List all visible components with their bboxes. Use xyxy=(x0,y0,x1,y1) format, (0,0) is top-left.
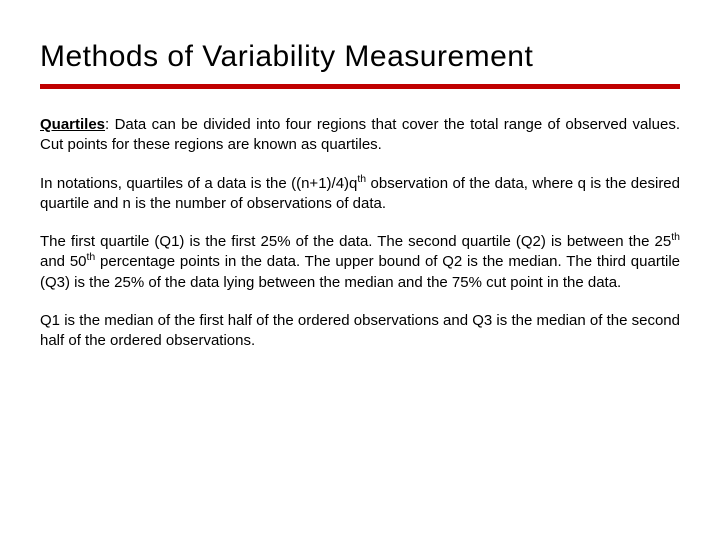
slide-title: Methods of Variability Measurement xyxy=(40,40,680,74)
superscript-th: th xyxy=(671,231,680,243)
accent-bar xyxy=(40,84,680,89)
text-span: The first quartile (Q1) is the first 25%… xyxy=(40,233,671,250)
text-span: percentage points in the data. The upper… xyxy=(40,253,680,290)
superscript-th: th xyxy=(87,251,96,263)
text-span: In notations, quartiles of a data is the… xyxy=(40,175,357,192)
text-span: and 50 xyxy=(40,253,87,270)
slide-body: Quartiles: Data can be divided into four… xyxy=(40,115,680,351)
term-quartiles: Quartiles xyxy=(40,116,105,133)
paragraph-quartile-ranges: The first quartile (Q1) is the first 25%… xyxy=(40,232,680,293)
paragraph-quartiles-def: Quartiles: Data can be divided into four… xyxy=(40,115,680,156)
slide: Methods of Variability Measurement Quart… xyxy=(0,0,720,540)
paragraph-median-halves: Q1 is the median of the first half of th… xyxy=(40,311,680,352)
text-span: : Data can be divided into four regions … xyxy=(40,116,680,153)
superscript-th: th xyxy=(357,173,366,185)
paragraph-notation: In notations, quartiles of a data is the… xyxy=(40,174,680,215)
